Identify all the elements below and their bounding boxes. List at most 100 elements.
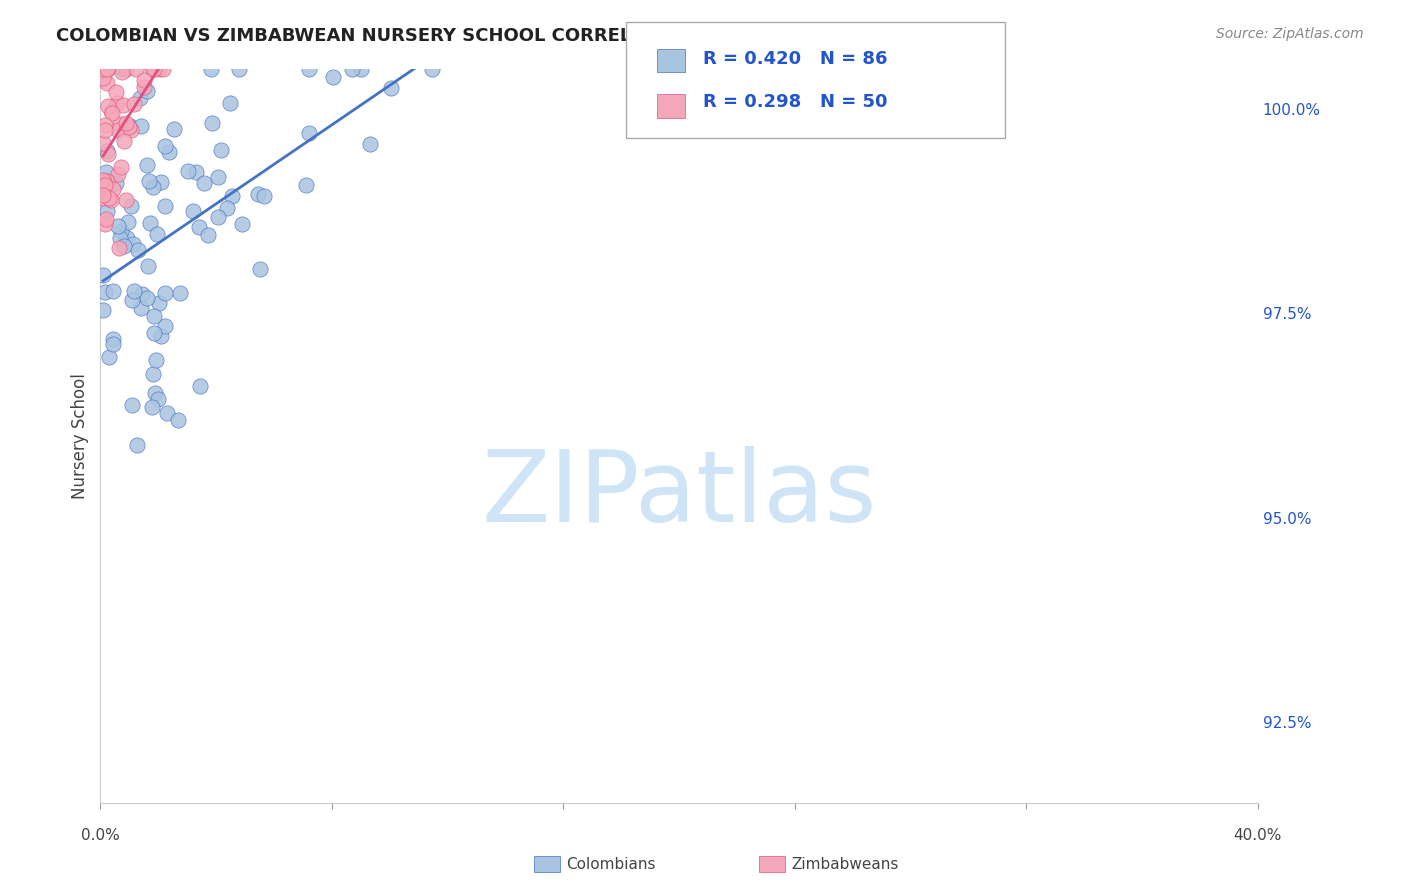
Point	[91, 180, 114, 194]
Point	[142, 309, 165, 323]
Text: Source: ZipAtlas.com: Source: ZipAtlas.com	[1216, 27, 1364, 41]
Point	[163, 122, 186, 136]
Text: Colombians: Colombians	[567, 857, 657, 871]
Point	[142, 368, 165, 382]
Point	[120, 199, 142, 213]
Point	[153, 319, 176, 334]
Point	[153, 139, 176, 153]
Point	[122, 96, 145, 111]
Point	[135, 291, 157, 305]
Point	[105, 176, 128, 190]
Point	[96, 76, 118, 90]
Point	[110, 231, 132, 245]
Point	[148, 296, 170, 310]
Y-axis label: Nursery School: Nursery School	[72, 373, 89, 499]
Point	[122, 236, 145, 251]
Point	[91, 62, 114, 76]
Point	[97, 99, 120, 113]
Point	[100, 104, 122, 119]
Point	[94, 178, 117, 193]
Point	[115, 62, 138, 76]
Point	[128, 91, 150, 105]
Point	[100, 194, 122, 208]
Point	[100, 106, 122, 120]
Point	[120, 123, 142, 137]
Point	[143, 385, 166, 400]
Point	[118, 120, 141, 134]
Point	[197, 227, 219, 242]
Point	[91, 71, 114, 86]
Point	[167, 412, 190, 426]
Point	[91, 268, 114, 282]
Point	[101, 285, 124, 299]
Point	[200, 62, 222, 76]
Point	[132, 79, 155, 94]
Point	[110, 224, 132, 238]
Text: R = 0.420   N = 86: R = 0.420 N = 86	[703, 50, 887, 68]
Point	[129, 119, 152, 133]
Text: R = 0.298   N = 50: R = 0.298 N = 50	[703, 93, 887, 111]
Point	[96, 174, 118, 188]
Point	[97, 351, 120, 365]
Point	[253, 188, 276, 202]
Point	[131, 286, 153, 301]
Point	[121, 293, 143, 308]
Point	[107, 122, 129, 136]
Point	[193, 176, 215, 190]
Point	[217, 201, 239, 215]
Point	[142, 180, 165, 194]
Point	[169, 285, 191, 300]
Point	[207, 169, 229, 184]
Point	[94, 217, 117, 231]
Point	[96, 204, 118, 219]
Point	[297, 126, 319, 140]
Point	[183, 204, 205, 219]
Point	[145, 353, 167, 368]
Point	[188, 379, 211, 393]
Point	[115, 116, 138, 130]
Point	[97, 147, 120, 161]
Point	[94, 123, 117, 137]
Point	[247, 187, 270, 202]
Point	[186, 165, 208, 179]
Point	[118, 120, 141, 134]
Point	[143, 326, 166, 340]
Point	[322, 70, 344, 84]
Point	[176, 164, 198, 178]
Point	[207, 210, 229, 224]
Point	[188, 220, 211, 235]
Point	[350, 62, 373, 76]
Text: ZIPatlas: ZIPatlas	[481, 446, 877, 543]
Point	[91, 302, 114, 317]
Point	[218, 96, 240, 111]
Point	[117, 215, 139, 229]
Point	[96, 145, 118, 159]
Point	[124, 284, 146, 298]
Point	[153, 285, 176, 300]
Point	[157, 145, 180, 159]
Point	[249, 262, 271, 277]
Point	[108, 241, 131, 255]
Point	[143, 62, 166, 76]
Text: COLOMBIAN VS ZIMBABWEAN NURSERY SCHOOL CORRELATION CHART: COLOMBIAN VS ZIMBABWEAN NURSERY SCHOOL C…	[56, 27, 768, 45]
Point	[91, 136, 114, 150]
Point	[342, 62, 364, 76]
Point	[91, 175, 114, 189]
Point	[94, 285, 117, 299]
Point	[91, 191, 114, 205]
Point	[125, 62, 148, 76]
Point	[121, 398, 143, 412]
Point	[149, 175, 172, 189]
Point	[201, 116, 224, 130]
Point	[112, 134, 135, 148]
Point	[96, 62, 118, 76]
Point	[221, 189, 243, 203]
Text: Zimbabweans: Zimbabweans	[792, 857, 898, 871]
Point	[110, 160, 132, 174]
Point	[135, 84, 157, 98]
Point	[298, 62, 321, 76]
Point	[148, 62, 170, 76]
Point	[105, 86, 128, 100]
Point	[94, 118, 117, 132]
Point	[152, 62, 174, 76]
